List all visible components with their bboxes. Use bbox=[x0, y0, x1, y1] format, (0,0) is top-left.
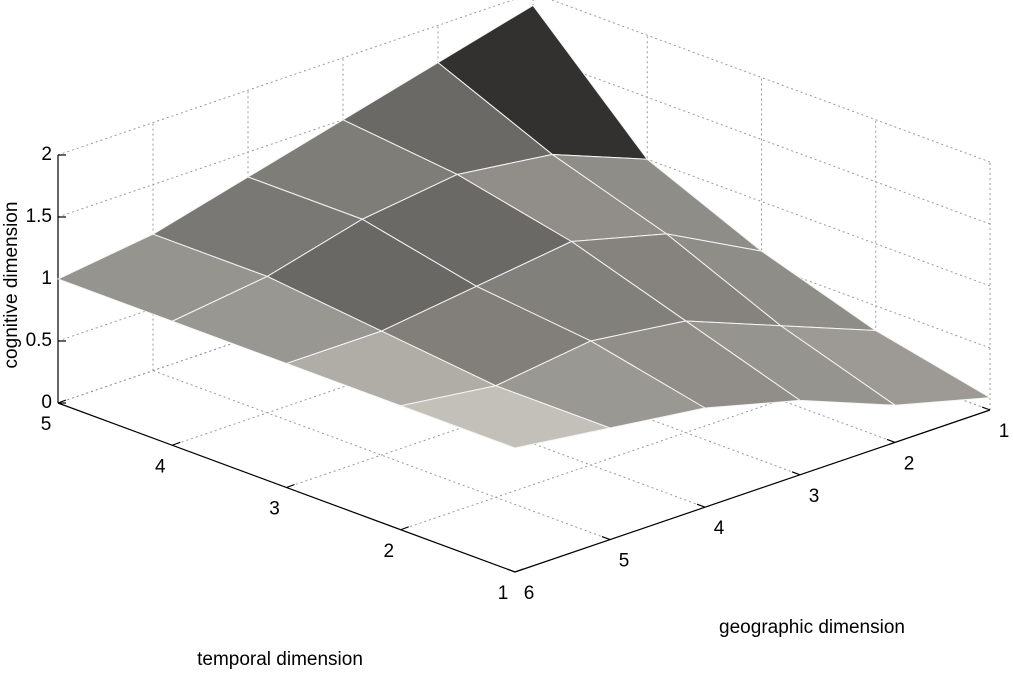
y-tick bbox=[886, 438, 896, 443]
x-tick bbox=[172, 441, 181, 446]
z-tick-label: 1 bbox=[41, 268, 52, 289]
y-tick-label: 4 bbox=[714, 518, 725, 539]
surface-patch bbox=[398, 385, 612, 449]
z-tick-label: 2 bbox=[41, 144, 52, 165]
x-tick-label: 2 bbox=[383, 541, 394, 562]
y-axis-label: geographic dimension bbox=[719, 617, 905, 638]
z-axis-label: cognitive dimension bbox=[1, 202, 22, 369]
wall-grid-line bbox=[532, 54, 991, 225]
x-tick bbox=[286, 483, 295, 489]
y-tick bbox=[791, 471, 801, 476]
y-tick bbox=[696, 503, 706, 508]
x-tick bbox=[400, 526, 409, 531]
x-tick-label: 1 bbox=[498, 583, 509, 604]
floor-grid-line bbox=[152, 370, 611, 541]
y-tick-label: 6 bbox=[524, 583, 535, 604]
wall-grid-line bbox=[57, 0, 515, 156]
z-tick-label: 0 bbox=[41, 392, 52, 413]
z-tick-label: 1.5 bbox=[26, 206, 52, 227]
x-tick-label: 5 bbox=[41, 414, 52, 435]
y-axis bbox=[514, 409, 991, 573]
z-tick-label: 0.5 bbox=[26, 330, 52, 351]
y-tick-label: 1 bbox=[999, 421, 1010, 442]
floor-grid-line bbox=[400, 367, 876, 531]
x-tick bbox=[514, 568, 524, 573]
y-tick bbox=[981, 406, 991, 411]
x-tick-label: 4 bbox=[155, 456, 166, 477]
wall-grid-line bbox=[57, 54, 534, 218]
y-tick-label: 5 bbox=[619, 551, 630, 572]
wall-grid-line bbox=[550, 0, 991, 163]
y-tick-label: 3 bbox=[809, 486, 820, 507]
y-tick-label: 2 bbox=[904, 453, 915, 474]
y-tick bbox=[601, 536, 611, 541]
y-tick bbox=[506, 568, 516, 573]
x-axis-label: temporal dimension bbox=[197, 649, 363, 670]
x-tick-label: 3 bbox=[269, 499, 280, 520]
